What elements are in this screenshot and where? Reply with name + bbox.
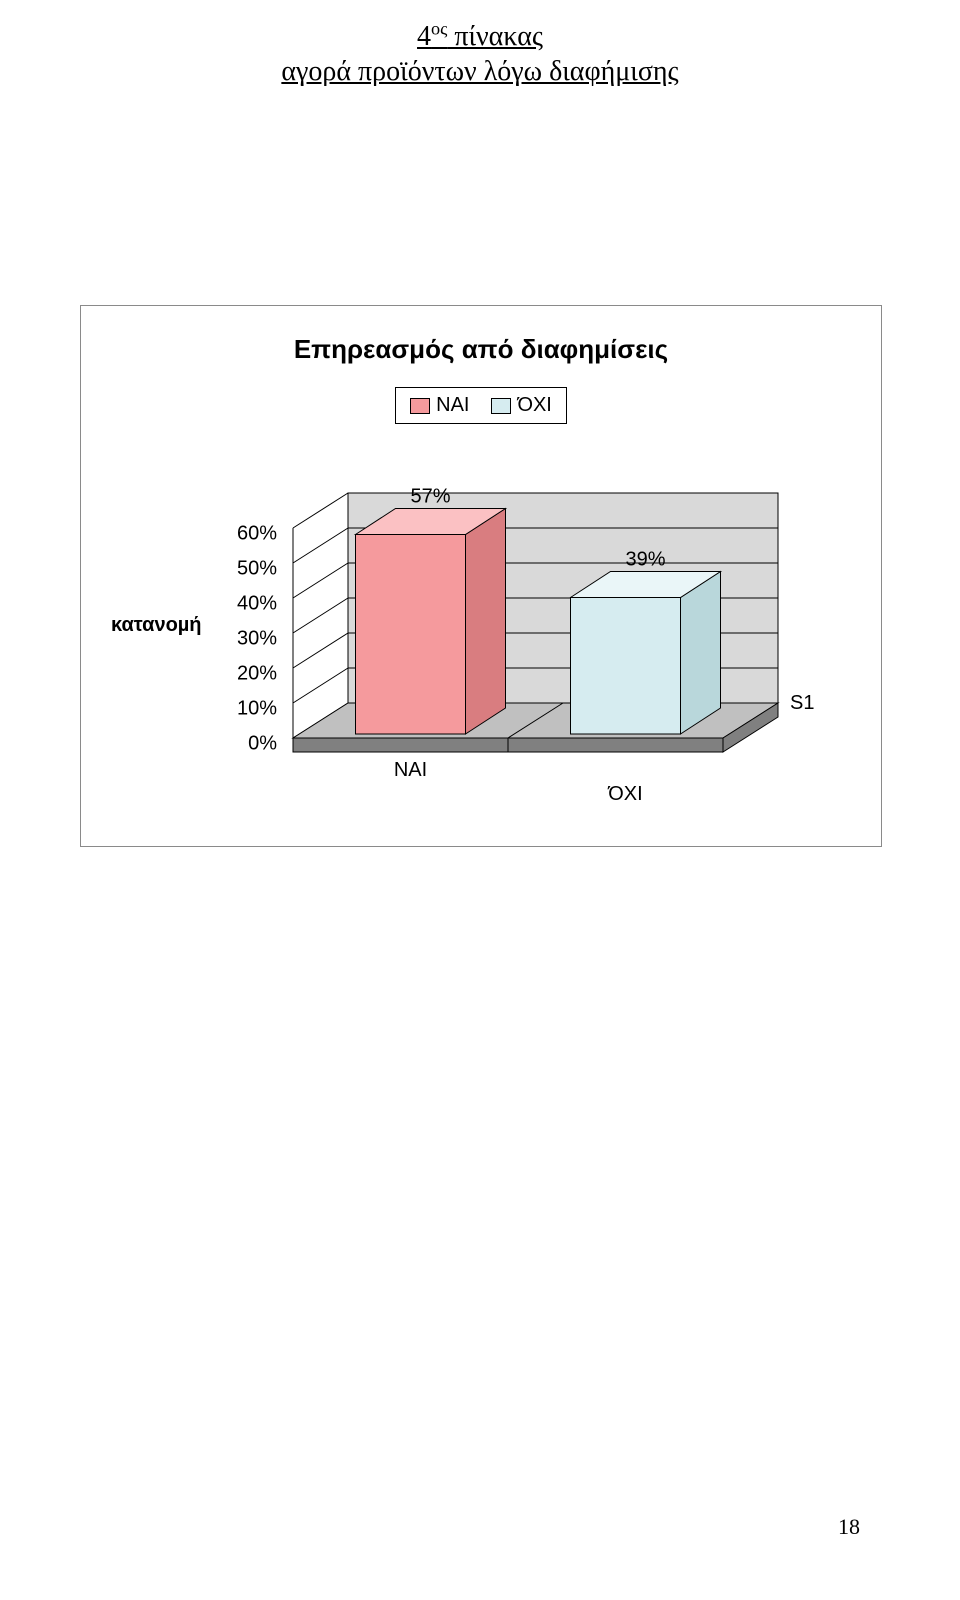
y-ticks: 60%50%40%30%20%10%0% [221,486,277,736]
legend-label-nai: ΝΑΙ [436,394,469,416]
svg-text:S1: S1 [790,692,814,714]
legend-box: ΝΑΙ ΌΧΙ [395,387,567,424]
legend-label-oxi: ΌΧΙ [517,394,551,416]
legend-swatch-oxi [491,398,511,414]
chart-title: Επηρεασμός από διαφημίσεις [81,334,881,365]
page-root: 4ος πίνακας αγορά προϊόντων λόγω διαφήμι… [0,0,960,1600]
svg-text:57%: 57% [410,486,450,508]
y-tick-label: 60% [221,523,277,546]
svg-text:ΝΑΙ: ΝΑΙ [394,759,427,781]
title-rest: πίνακας [447,21,543,52]
page-number: 18 [838,1514,860,1540]
y-tick-label: 10% [221,698,277,721]
y-axis-label: κατανοµή [111,614,202,637]
y-tick-label: 40% [221,593,277,616]
plot-wrap: κατανοµή 60% 50% 40% 30% 20% 10% 0% 57% ΝΑΙ 39% Ό… [111,486,851,816]
y-tick-label: 50% [221,558,277,581]
legend-item-nai: ΝΑΙ [410,394,469,417]
chart-legend: ΝΑΙ ΌΧΙ [81,387,881,424]
y-tick-label: 30% [221,628,277,651]
page-subtitle: αγορά προϊόντων λόγω διαφήμισης [281,56,678,87]
svg-text:39%: 39% [625,549,665,571]
title-prefix: 4 [417,21,431,52]
y-tick-label: 0% [221,733,277,756]
y-tick-label: 20% [221,663,277,686]
legend-swatch-nai [410,398,430,414]
page-title-line1: 4ος πίνακας [417,21,543,52]
chart-frame: Επηρεασμός από διαφημίσεις ΝΑΙ ΌΧΙ καταν… [80,305,882,847]
svg-text:ΌΧΙ: ΌΧΙ [607,783,642,805]
chart-plot: 57%ΝΑΙ39%ΌΧΙS1προτίµηση [283,483,843,813]
title-superscript: ος [431,19,447,39]
page-title-block: 4ος πίνακας αγορά προϊόντων λόγω διαφήμι… [0,0,960,89]
legend-item-oxi: ΌΧΙ [491,394,551,417]
